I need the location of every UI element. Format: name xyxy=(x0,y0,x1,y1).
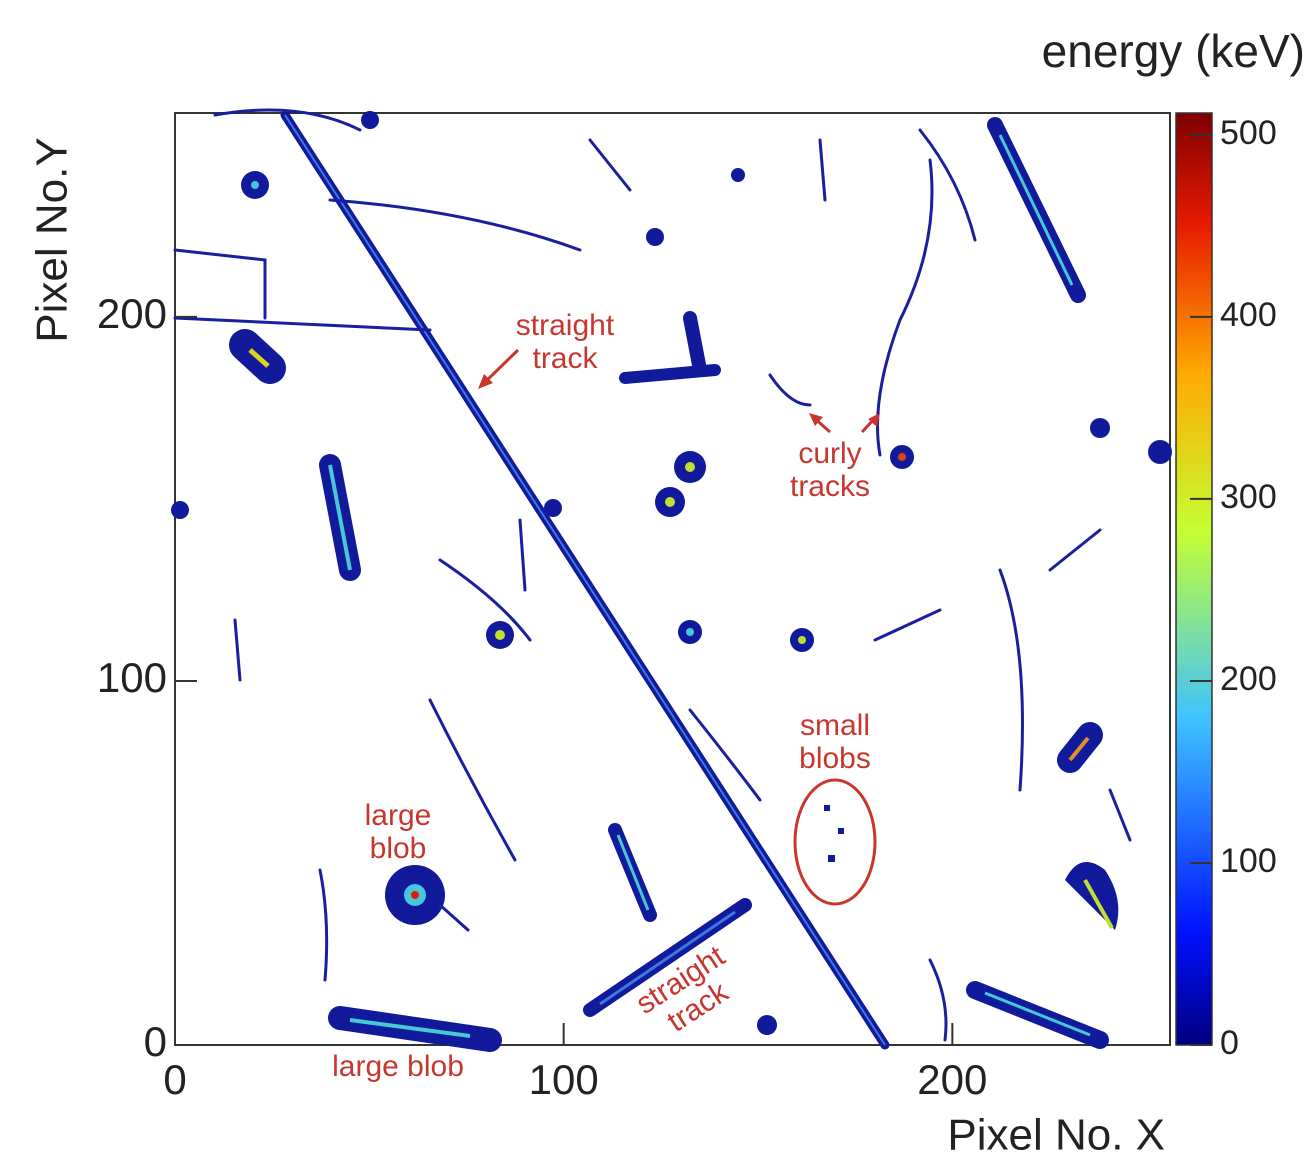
annotation: straight xyxy=(516,309,615,342)
colorbar-tick-label: 500 xyxy=(1220,114,1277,152)
annotation: tracks xyxy=(790,470,870,503)
y-tick-label: 200 xyxy=(97,290,167,337)
x-axis-label: Pixel No. X xyxy=(947,1111,1165,1160)
annotation: small xyxy=(800,709,870,742)
annotation: track xyxy=(532,342,598,375)
annotation: blob xyxy=(370,832,427,865)
annotation: curly xyxy=(798,437,861,470)
colorbar-tick-label: 300 xyxy=(1220,478,1277,516)
colorbar-tick-label: 400 xyxy=(1220,296,1277,334)
colorbar-tick-label: 100 xyxy=(1220,842,1277,880)
y-tick-label: 100 xyxy=(97,654,167,701)
colorbar-tick-label: 0 xyxy=(1220,1024,1239,1062)
annotation: large blob xyxy=(332,1050,464,1083)
annotation: blobs xyxy=(799,742,871,775)
colorbar-title: energy (keV) xyxy=(1042,25,1305,77)
image-features xyxy=(171,108,1172,1052)
y-axis-label: Pixel No.Y xyxy=(28,137,77,342)
colorbar xyxy=(1175,112,1213,1046)
colorbar-tick-label: 200 xyxy=(1220,660,1277,698)
annotation: large xyxy=(365,799,432,832)
x-tick-label: 0 xyxy=(163,1056,186,1103)
x-tick-label: 100 xyxy=(529,1056,599,1103)
x-tick-label: 200 xyxy=(917,1056,987,1103)
y-tick-label: 0 xyxy=(144,1018,167,1065)
